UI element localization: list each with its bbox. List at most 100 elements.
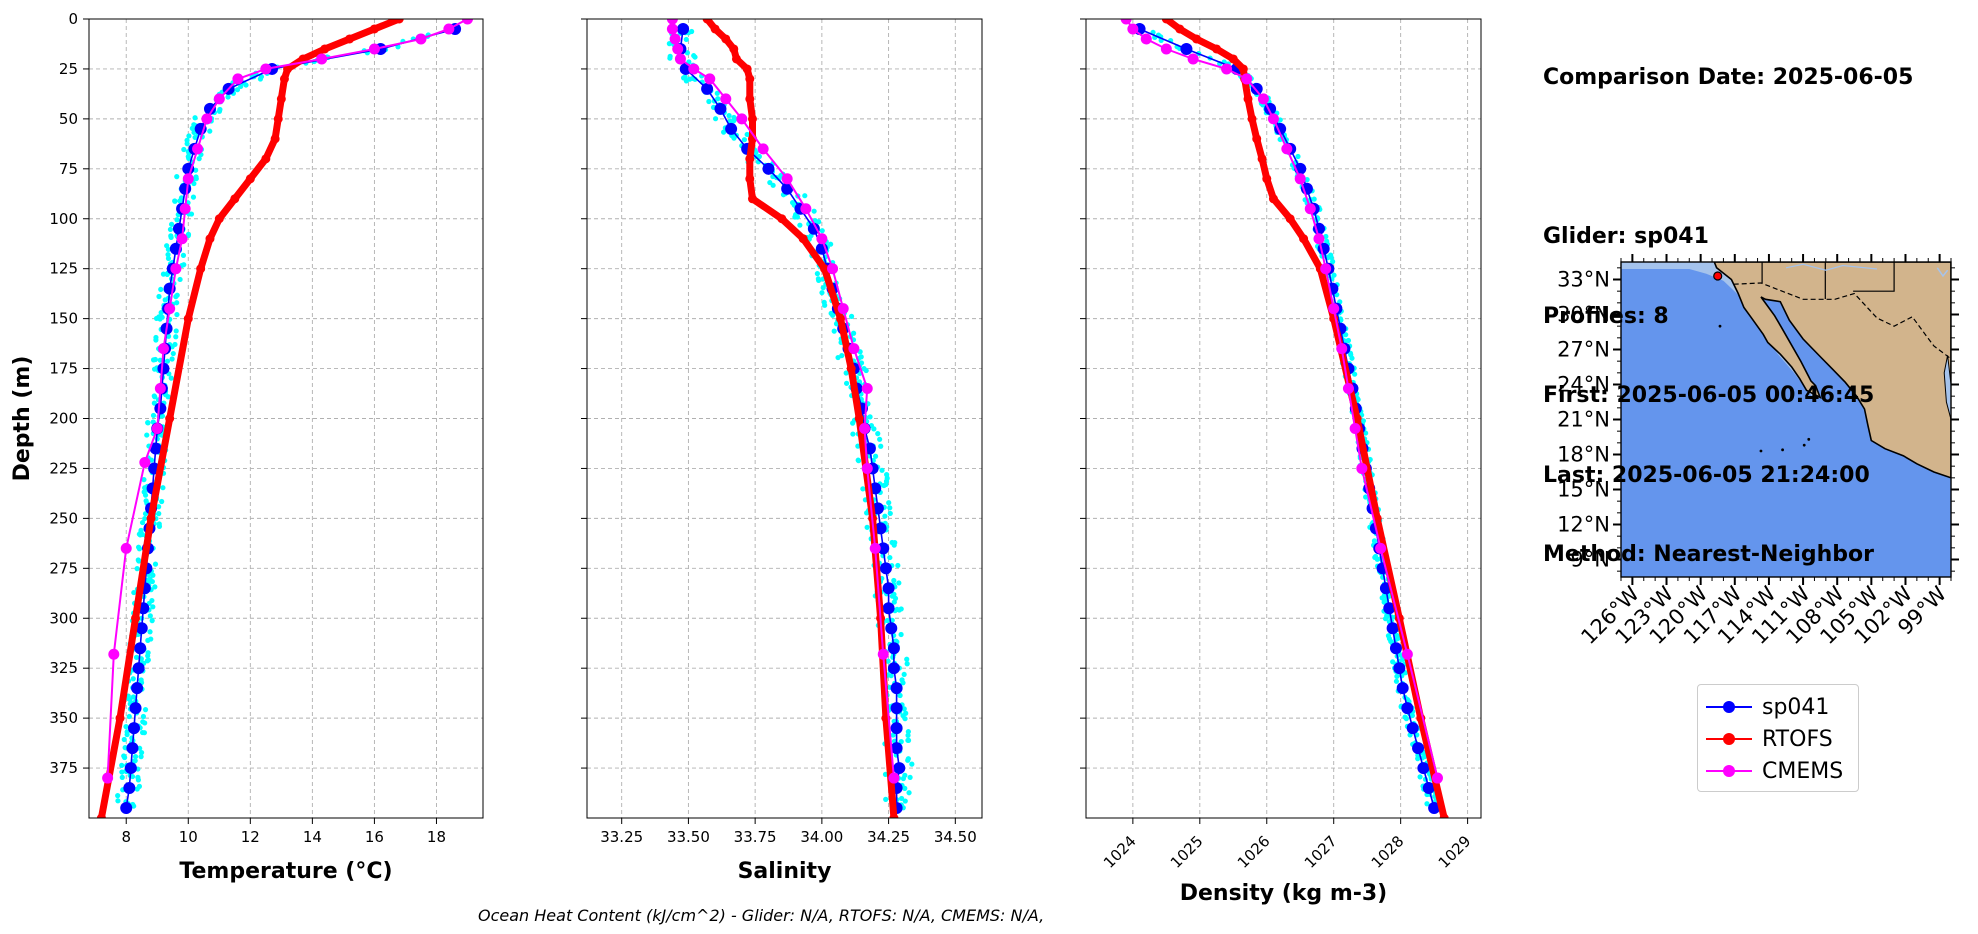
temperature-glider-raw-point: [132, 753, 139, 760]
temperature-cmems-point: [316, 53, 328, 65]
salinity-cmems-point: [861, 383, 873, 395]
temperature-glider-raw-point: [119, 769, 125, 775]
temperature-glider-raw-point: [157, 316, 163, 322]
temperature-glider-raw-point: [164, 358, 171, 364]
density-sp041-point: [1383, 602, 1396, 615]
salinity-glider-raw-point: [904, 656, 910, 662]
temperature-glider-raw-point: [119, 774, 125, 780]
temperature-glider-raw-point: [174, 300, 180, 306]
map-lat-label: 33°N: [1557, 268, 1610, 292]
salinity-cmems-point: [688, 63, 700, 75]
density-cmems-point: [1336, 343, 1348, 355]
depth-tick-label: 350: [49, 709, 78, 727]
density-cmems-point: [1356, 462, 1368, 474]
temperature-glider-raw-point: [165, 333, 172, 339]
salinity-sp041-point: [701, 82, 714, 95]
temperature-rtofs-point: [165, 414, 175, 423]
salinity-rtofs-point: [702, 19, 712, 24]
temperature-glider-raw-point: [238, 83, 244, 90]
density-cmems-point: [1140, 33, 1152, 45]
temperature-glider-raw-point: [172, 198, 178, 204]
density-cmems-point: [1313, 233, 1325, 245]
depth-tick-label: 250: [49, 509, 78, 527]
salinity-rtofs-point: [745, 74, 755, 84]
map-lat-label: 18°N: [1557, 443, 1610, 467]
density-sp041-point: [1417, 762, 1430, 775]
temperature-glider-raw-point: [178, 195, 185, 201]
temperature-glider-raw-point: [165, 255, 172, 262]
salinity-sp041-point: [879, 562, 892, 575]
salinity-glider-raw-point: [875, 431, 881, 437]
temperature-cmems-point: [415, 33, 427, 45]
temperature-cmems-point: [192, 143, 204, 155]
land: [1713, 262, 1951, 479]
temperature-glider-raw-point: [217, 106, 223, 113]
salinity-sp041-point: [887, 642, 900, 655]
temperature-xtick-label: 12: [241, 828, 260, 846]
density-rtofs-point: [1439, 813, 1449, 818]
temperature-cmems-point: [461, 19, 473, 25]
depth-tick-label: 25: [59, 60, 78, 78]
salinity-sp041-point: [890, 702, 903, 715]
density-glider-raw-point: [1379, 595, 1385, 601]
temperature-glider-raw-point: [173, 294, 179, 300]
density-sp041-point: [1412, 742, 1425, 755]
temperature-glider-raw-point: [177, 276, 183, 283]
salinity-rtofs-point: [854, 414, 864, 423]
density-rtofs-point: [1262, 174, 1272, 184]
temperature-glider-raw-point: [181, 146, 187, 153]
density-cmems-point: [1241, 73, 1253, 85]
temperature-glider-raw-point: [156, 521, 162, 527]
salinity-glider-raw-point: [887, 505, 893, 511]
density-glider-raw-point: [1355, 396, 1361, 403]
temperature-glider-raw-point: [129, 773, 136, 780]
map-lat-label: 9°N: [1570, 548, 1610, 572]
density-glider-raw-point: [1390, 659, 1396, 665]
temperature-glider-raw-point: [145, 420, 151, 426]
temperature-cmems-point: [182, 173, 194, 185]
salinity-cmems-point: [672, 43, 684, 55]
density-rtofs-point: [1247, 114, 1257, 124]
depth-tick-label: 50: [59, 110, 78, 128]
salinity-cmems-point: [869, 542, 881, 554]
temperature-cmems-point: [213, 93, 225, 105]
legend-entry-sp041: sp041: [1706, 691, 1850, 723]
temperature-cmems-point: [232, 73, 244, 85]
temperature-rtofs-point: [394, 19, 404, 24]
salinity-glider-raw-point: [888, 673, 894, 679]
temperature-rtofs-point: [276, 94, 286, 104]
temperature-glider-raw-point: [150, 572, 156, 578]
temperature-cmems-point: [164, 303, 176, 315]
density-cmems-point: [1375, 542, 1387, 554]
salinity-glider-raw-point: [828, 241, 834, 247]
salinity-rtofs-point: [745, 154, 755, 164]
temperature-glider-raw-point: [156, 511, 162, 517]
salinity-glider-raw-point: [731, 118, 737, 124]
density-cmems-line: [1125, 19, 1439, 779]
temperature-glider-raw-point: [130, 676, 136, 682]
river: [1785, 263, 1878, 271]
density-rtofs-point: [1191, 34, 1201, 44]
salinity-rtofs-point: [742, 64, 752, 74]
temperature-glider-raw-point: [174, 174, 180, 180]
island: [1781, 448, 1784, 452]
depth-tick-label: 325: [49, 659, 78, 677]
temperature-glider-raw-point: [150, 412, 157, 419]
salinity-cmems-point: [859, 422, 871, 434]
salinity-glider-raw-point: [850, 431, 856, 437]
temperature-glider-raw-point: [145, 650, 151, 656]
salinity-glider-raw-point: [819, 290, 825, 296]
first-profile-time: First: 2025-06-05 00:46:45: [1543, 383, 1875, 408]
salinity-sp041-point: [714, 102, 727, 115]
density-series-layer: [1120, 19, 1449, 818]
temperature-glider-raw-point: [121, 736, 127, 743]
depth-tick-label: 275: [49, 559, 78, 577]
salinity-rtofs-point: [745, 94, 755, 104]
temperature-sp041-point: [135, 622, 148, 635]
density-xtick-label: 1029: [1435, 832, 1475, 872]
salinity-glider-raw-point: [905, 737, 912, 743]
density-cmems-point: [1431, 772, 1443, 784]
salinity-sp041-point: [887, 662, 900, 675]
depth-axis-label: Depth (m): [10, 356, 35, 482]
